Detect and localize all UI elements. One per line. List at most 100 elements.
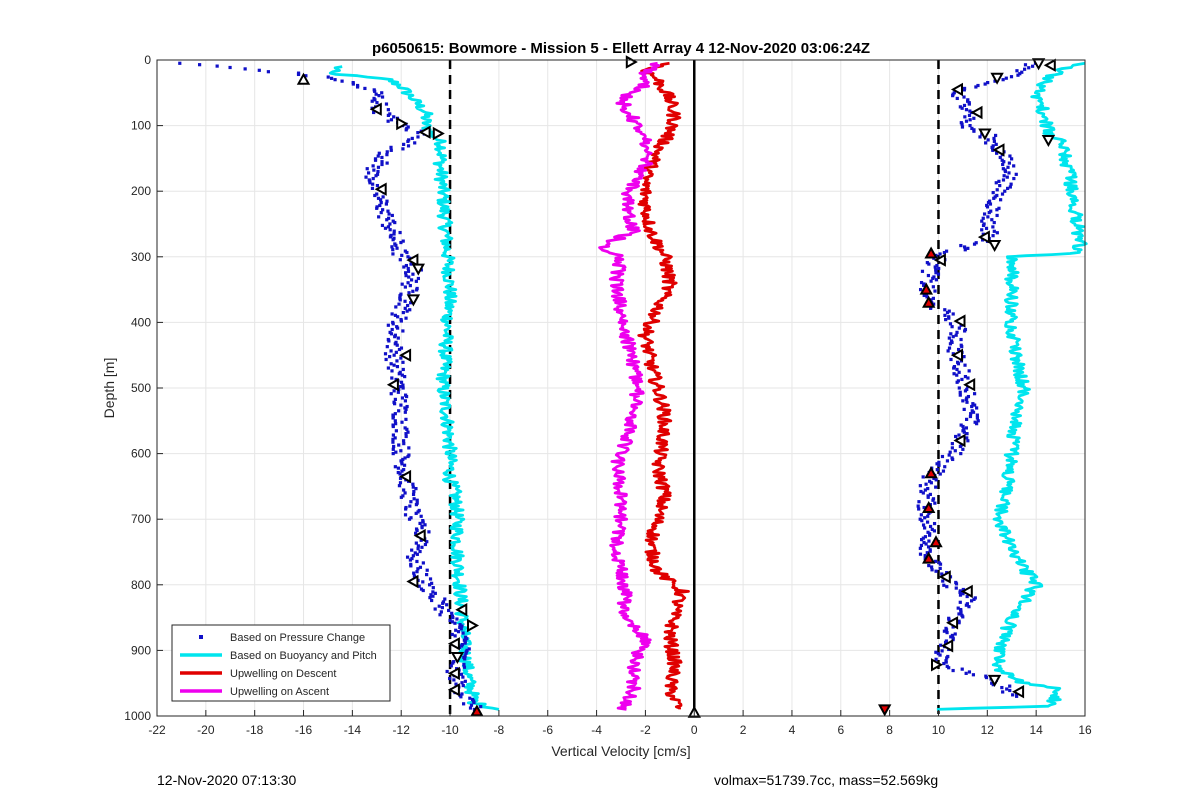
pressure-point: [957, 386, 961, 390]
series-line: [328, 65, 500, 711]
pressure-point: [970, 404, 974, 409]
pressure-point: [400, 420, 404, 424]
pressure-point: [920, 269, 925, 273]
pressure-point: [958, 593, 963, 597]
pressure-point: [1003, 169, 1008, 174]
pressure-point: [1020, 70, 1024, 74]
pressure-point: [926, 545, 931, 549]
pressure-point: [980, 219, 984, 223]
pressure-point: [928, 479, 932, 483]
pressure-point: [992, 229, 996, 233]
pressure-point: [951, 625, 955, 629]
triangle-marker: [953, 314, 966, 328]
pressure-point: [959, 243, 963, 248]
pressure-point: [938, 252, 942, 256]
triangle-marker: [625, 55, 638, 69]
pressure-point: [450, 611, 454, 615]
series-3: [598, 61, 661, 711]
pressure-point: [402, 442, 406, 446]
pressure-point: [423, 542, 428, 547]
pressure-point: [397, 443, 401, 447]
pressure-point: [391, 437, 395, 441]
pressure-point: [392, 115, 396, 119]
pressure-point: [943, 313, 947, 317]
pressure-point: [985, 205, 990, 209]
pressure-point: [960, 106, 964, 110]
pressure-point: [388, 235, 393, 239]
triangle-marker: [960, 584, 973, 599]
pressure-point: [984, 675, 989, 680]
pressure-point: [992, 139, 996, 144]
series-line: [598, 61, 661, 711]
pressure-point: [456, 630, 461, 634]
x-tick-label: -18: [246, 723, 264, 737]
pressure-point: [396, 470, 400, 475]
pressure-point: [402, 463, 407, 467]
pressure-point: [400, 396, 405, 400]
pressure-point: [415, 528, 419, 533]
pressure-point: [962, 95, 966, 99]
pressure-point: [976, 419, 980, 423]
pressure-point: [418, 521, 422, 526]
pressure-point: [975, 416, 979, 420]
pressure-point: [431, 590, 435, 594]
pressure-point: [379, 210, 383, 215]
pressure-point: [391, 424, 395, 429]
pressure-point: [459, 644, 464, 648]
pressure-point: [944, 317, 948, 322]
pressure-point: [387, 339, 391, 343]
pressure-point: [921, 536, 925, 540]
legend-box: [171, 624, 391, 702]
pressure-point: [450, 620, 454, 624]
pressure-point: [304, 74, 308, 78]
pressure-point: [932, 529, 937, 533]
pressure-point: [947, 453, 951, 457]
pressure-point: [467, 647, 471, 651]
x-tick-label: -14: [344, 723, 362, 737]
pressure-point: [403, 513, 408, 517]
pressure-point: [956, 606, 960, 610]
pressure-point: [943, 640, 948, 645]
pressure-point: [965, 400, 969, 404]
x-tick-label: 10: [932, 723, 946, 737]
pressure-point: [409, 301, 413, 305]
x-tick-label: 12: [981, 723, 995, 737]
pressure-point: [394, 243, 398, 247]
pressure-point: [930, 568, 934, 572]
pressure-point: [445, 669, 449, 674]
triangle-marker: [929, 535, 943, 548]
pressure-point: [405, 309, 409, 313]
pressure-point: [927, 262, 931, 266]
pressure-point: [479, 705, 483, 709]
pressure-point: [414, 511, 418, 515]
pressure-point: [416, 544, 420, 548]
pressure-point: [952, 366, 956, 370]
pressure-point: [919, 543, 924, 548]
pressure-point: [1000, 192, 1005, 196]
triangle-marker: [399, 348, 412, 362]
pressure-point: [918, 546, 922, 550]
pressure-point: [1008, 154, 1012, 158]
pressure-point: [393, 436, 397, 440]
pressure-point: [454, 682, 458, 686]
pressure-point: [991, 225, 995, 229]
pressure-point: [377, 215, 381, 219]
pressure-point: [1003, 189, 1007, 193]
pressure-point: [415, 559, 419, 564]
pressure-point: [970, 126, 974, 131]
pressure-point: [960, 345, 964, 349]
pressure-point: [462, 702, 466, 706]
pressure-point: [384, 202, 388, 206]
pressure-point: [919, 538, 924, 542]
pressure-point: [398, 258, 402, 262]
pressure-point: [420, 545, 424, 549]
pressure-point: [404, 407, 408, 411]
legend-label: Upwelling on Descent: [230, 668, 336, 680]
pressure-point: [397, 372, 401, 376]
pressure-point: [399, 495, 403, 499]
pressure-point: [400, 373, 404, 377]
pressure-point: [990, 218, 994, 222]
triangle-marker: [406, 574, 419, 589]
pressure-point: [968, 109, 972, 113]
pressure-point: [931, 276, 935, 280]
